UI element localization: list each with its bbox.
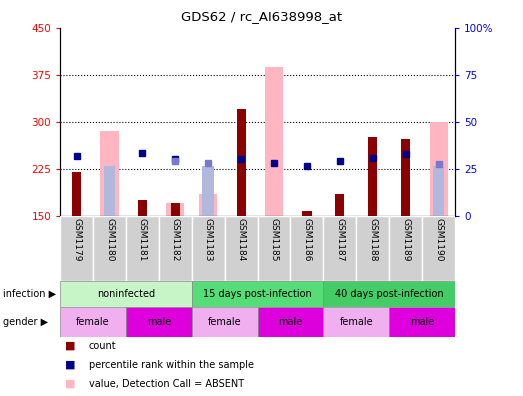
Bar	[60, 216, 93, 281]
Bar	[290, 216, 323, 281]
Bar	[433, 166, 445, 216]
Bar	[104, 166, 115, 216]
Text: GDS62 / rc_AI638998_at: GDS62 / rc_AI638998_at	[181, 10, 342, 23]
Bar	[257, 216, 290, 281]
Text: noninfected: noninfected	[97, 289, 155, 299]
Text: male: male	[147, 317, 171, 327]
Text: female: female	[339, 317, 373, 327]
Bar	[225, 216, 257, 281]
Text: ■: ■	[65, 360, 76, 369]
Bar	[257, 307, 323, 337]
Text: male: male	[410, 317, 434, 327]
Text: 15 days post-infection: 15 days post-infection	[203, 289, 312, 299]
Bar	[335, 194, 345, 216]
Text: GSM1190: GSM1190	[434, 218, 443, 261]
Bar	[302, 211, 312, 216]
Text: GSM1185: GSM1185	[269, 218, 279, 261]
Bar	[323, 281, 455, 307]
Bar	[323, 307, 389, 337]
Bar	[192, 307, 257, 337]
Bar	[429, 122, 448, 216]
Text: female: female	[208, 317, 242, 327]
Bar	[202, 166, 214, 216]
Bar	[192, 281, 323, 307]
Text: percentile rank within the sample: percentile rank within the sample	[89, 360, 254, 369]
Text: 40 days post-infection: 40 days post-infection	[335, 289, 444, 299]
Bar	[323, 216, 356, 281]
Text: ■: ■	[65, 341, 76, 350]
Text: GSM1179: GSM1179	[72, 218, 81, 261]
Bar	[265, 67, 283, 216]
Text: GSM1187: GSM1187	[335, 218, 344, 261]
Text: GSM1186: GSM1186	[302, 218, 311, 261]
Bar	[368, 137, 378, 216]
Bar	[422, 216, 455, 281]
Bar	[199, 194, 217, 216]
Text: count: count	[89, 341, 117, 350]
Bar	[126, 216, 159, 281]
Text: GSM1189: GSM1189	[401, 218, 410, 261]
Text: GSM1184: GSM1184	[236, 218, 246, 261]
Text: gender ▶: gender ▶	[3, 317, 48, 327]
Bar	[100, 131, 119, 216]
Bar	[236, 109, 246, 216]
Text: infection ▶: infection ▶	[3, 289, 56, 299]
Bar	[166, 203, 185, 216]
Bar	[60, 281, 192, 307]
Bar	[126, 307, 192, 337]
Text: ■: ■	[65, 379, 76, 388]
Text: GSM1182: GSM1182	[171, 218, 180, 261]
Text: GSM1180: GSM1180	[105, 218, 114, 261]
Bar	[170, 203, 180, 216]
Bar	[192, 216, 225, 281]
Bar	[93, 216, 126, 281]
Text: female: female	[76, 317, 110, 327]
Bar	[356, 216, 389, 281]
Text: GSM1181: GSM1181	[138, 218, 147, 261]
Text: GSM1188: GSM1188	[368, 218, 377, 261]
Bar	[401, 139, 410, 216]
Bar	[138, 200, 147, 216]
Bar	[60, 307, 126, 337]
Bar	[72, 172, 81, 216]
Text: value, Detection Call = ABSENT: value, Detection Call = ABSENT	[89, 379, 244, 388]
Text: GSM1183: GSM1183	[204, 218, 213, 261]
Bar	[389, 216, 422, 281]
Bar	[159, 216, 192, 281]
Bar	[389, 307, 455, 337]
Text: male: male	[278, 317, 303, 327]
